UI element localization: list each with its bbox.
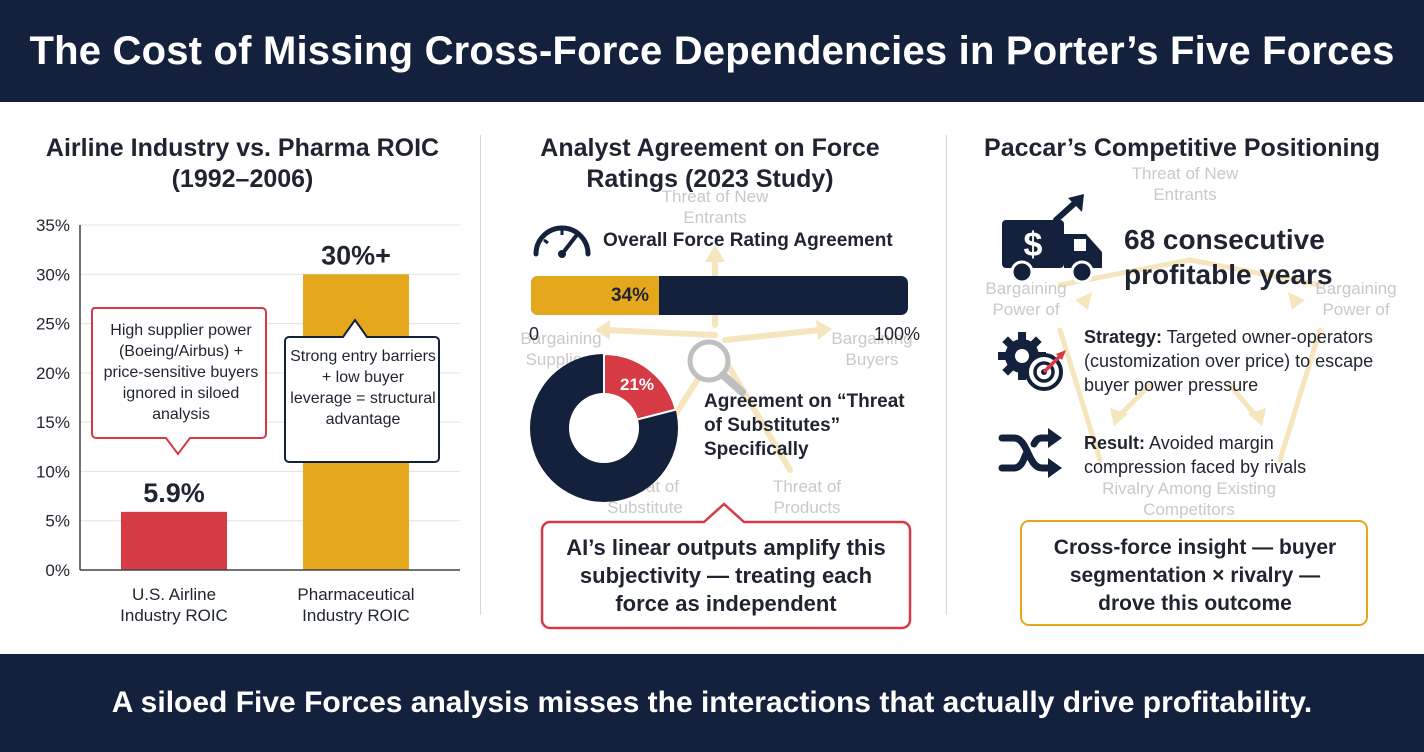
callout-pharma-box — [284, 318, 440, 463]
result-text: Result: Avoided margin compression faced… — [1084, 431, 1354, 479]
footer-banner: A siloed Five Forces analysis misses the… — [0, 654, 1424, 752]
y-tick-label: 5% — [45, 512, 70, 531]
gear-target-icon — [998, 332, 1066, 391]
y-tick-label: 15% — [36, 413, 70, 432]
x-tick-label-airline: U.S. Airline Industry ROIC — [120, 585, 228, 625]
p2-bg-buyers: Bargaining Buyers — [831, 329, 913, 369]
panel3-title: Paccar’s Competitive Positioning — [984, 134, 1380, 162]
substitutes-donut-chart: 21% — [530, 352, 678, 502]
p3-bg-power-left: Bargaining Power of — [985, 279, 1067, 319]
result-label: Result: — [1084, 433, 1146, 453]
agreement-progress-value: 34% — [611, 285, 650, 306]
y-tick-label: 30% — [36, 265, 70, 284]
divider-2 — [946, 135, 947, 615]
x-tick-label-pharma: Pharmaceutical Industry ROIC — [297, 585, 415, 625]
callout-pharma-text: Strong entry barriers + low buyer levera… — [290, 348, 436, 428]
callout-cross-force-box — [1020, 520, 1368, 626]
result-body: Avoided margin compression faced by riva… — [1084, 433, 1307, 477]
p3-bg-rivalry: Rivalry Among Existing Competitors — [1102, 479, 1276, 519]
p3-bg-power-right: Bargaining Power of — [1315, 279, 1397, 319]
callout-airline-box — [90, 307, 267, 456]
p2-bg-new-entrants: Threat of New Entrants — [661, 187, 769, 227]
footer-text: A siloed Five Forces analysis misses the… — [111, 686, 1313, 719]
y-tick-label: 10% — [36, 462, 70, 481]
bar-value-label-1: 30%+ — [321, 240, 391, 270]
page-title: The Cost of Missing Cross-Force Dependen… — [29, 28, 1395, 73]
callout-ai-text: AI’s linear outputs amplify this subject… — [566, 535, 886, 616]
divider-1 — [480, 135, 481, 615]
callout-airline-text: High supplier power (Boeing/Airbus) + pr… — [103, 322, 259, 423]
panel2-title: Analyst Agreement on Force Ratings (2023… — [540, 134, 880, 193]
y-tick-label: 0% — [45, 561, 70, 580]
p2-bg-suppliers: Bargaining Suppliers — [520, 329, 602, 369]
donut-description: Agreement on “Threat of Substitutes” Spe… — [704, 391, 905, 460]
header-banner: The Cost of Missing Cross-Force Dependen… — [0, 0, 1424, 102]
bar-value-label-0: 5.9% — [143, 478, 205, 508]
agreement-bar-max: 100% — [874, 324, 921, 344]
agreement-progress-bar: 34% — [531, 276, 908, 315]
callout-cross-force-text: Cross-force insight — buyer segmentation… — [1053, 536, 1337, 615]
y-tick-label: 20% — [36, 364, 70, 383]
agreement-progress-fill — [531, 276, 660, 315]
y-tick-label: 25% — [36, 315, 70, 334]
p3-bg-new-entrants: Threat of New Entrants — [1131, 164, 1239, 204]
strategy-label: Strategy: — [1084, 327, 1163, 347]
p2-bg-products: Threat of Products — [772, 477, 842, 517]
agreement-bar-min: 0 — [529, 324, 540, 344]
donut-value-label: 21% — [620, 375, 654, 394]
svg-text:$: $ — [1024, 226, 1043, 264]
y-tick-label: 35% — [36, 216, 70, 235]
speedometer-icon — [533, 225, 591, 258]
panel1-title: Airline Industry vs. Pharma ROIC (1992–2… — [45, 134, 440, 193]
strategy-body: Targeted owner-operators (customization … — [1084, 327, 1374, 395]
bar-0 — [121, 511, 227, 570]
callout-ai-box — [540, 502, 912, 630]
strategy-text: Strategy: Targeted owner-operators (cust… — [1084, 325, 1404, 397]
magnifier-icon — [687, 339, 746, 396]
shuffle-icon — [998, 428, 1062, 478]
truck-dollar-icon: $ — [1002, 194, 1102, 284]
paccar-headline: 68 consecutive profitable years — [1124, 224, 1333, 290]
agreement-bar-label: Overall Force Rating Agreement — [603, 230, 893, 251]
